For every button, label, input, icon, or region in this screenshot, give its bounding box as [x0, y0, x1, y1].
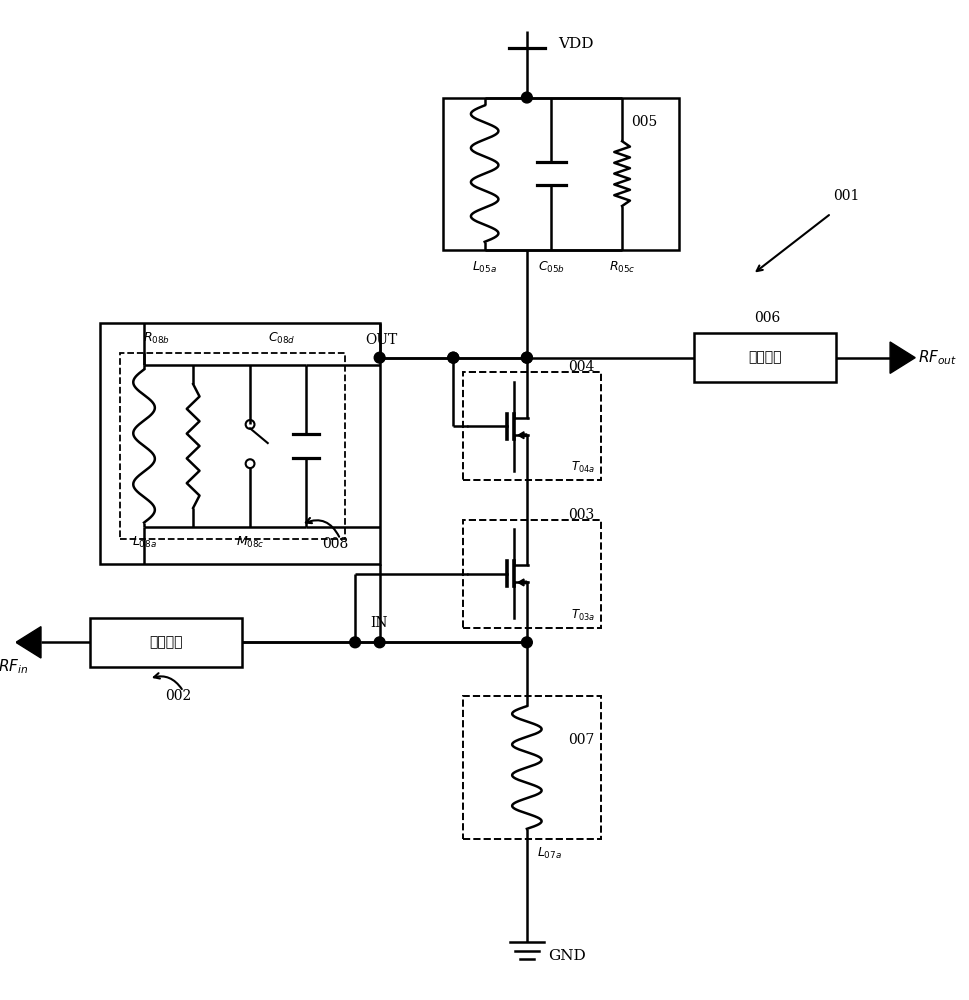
Bar — [119, 353, 345, 539]
Bar — [90, 618, 242, 667]
Text: 003: 003 — [567, 508, 593, 522]
Text: $R_{08b}$: $R_{08b}$ — [143, 331, 171, 346]
Text: 004: 004 — [567, 360, 593, 374]
Circle shape — [521, 352, 532, 363]
Text: OUT: OUT — [364, 333, 396, 347]
Circle shape — [374, 637, 385, 648]
Circle shape — [521, 637, 532, 648]
Text: $RF_{out}$: $RF_{out}$ — [917, 348, 955, 367]
Text: IN: IN — [369, 616, 387, 630]
Bar — [100, 323, 379, 564]
Text: $L_{05a}$: $L_{05a}$ — [472, 260, 496, 275]
Text: $M_{08c}$: $M_{08c}$ — [235, 535, 265, 550]
Circle shape — [350, 637, 360, 648]
Text: $RF_{in}$: $RF_{in}$ — [0, 658, 29, 676]
Polygon shape — [16, 627, 41, 658]
Bar — [693, 333, 835, 382]
Text: GND: GND — [547, 949, 585, 963]
Bar — [462, 520, 600, 628]
Text: 006: 006 — [754, 311, 780, 325]
Text: VDD: VDD — [558, 37, 593, 51]
Bar — [462, 696, 600, 839]
Text: $L_{08a}$: $L_{08a}$ — [132, 535, 156, 550]
FancyArrow shape — [517, 432, 526, 439]
Circle shape — [521, 352, 532, 363]
Text: $C_{05b}$: $C_{05b}$ — [538, 260, 564, 275]
Text: 007: 007 — [567, 733, 593, 747]
Bar — [462, 372, 600, 480]
Bar — [443, 98, 678, 250]
Circle shape — [448, 352, 458, 363]
Text: $T_{03a}$: $T_{03a}$ — [571, 608, 595, 623]
Text: 输出匹配: 输出匹配 — [747, 351, 781, 365]
Text: 001: 001 — [831, 189, 859, 203]
Circle shape — [448, 352, 458, 363]
Text: 008: 008 — [322, 537, 348, 551]
Text: 输入匹配: 输入匹配 — [149, 635, 183, 649]
Polygon shape — [890, 342, 915, 373]
Circle shape — [374, 352, 385, 363]
Circle shape — [521, 92, 532, 103]
Text: 005: 005 — [631, 115, 657, 129]
FancyArrow shape — [517, 579, 526, 586]
Text: $R_{05c}$: $R_{05c}$ — [609, 260, 635, 275]
Text: $T_{04a}$: $T_{04a}$ — [571, 460, 595, 475]
Text: $L_{07a}$: $L_{07a}$ — [536, 846, 561, 861]
Text: 002: 002 — [165, 689, 191, 703]
Text: $C_{08d}$: $C_{08d}$ — [267, 331, 295, 346]
